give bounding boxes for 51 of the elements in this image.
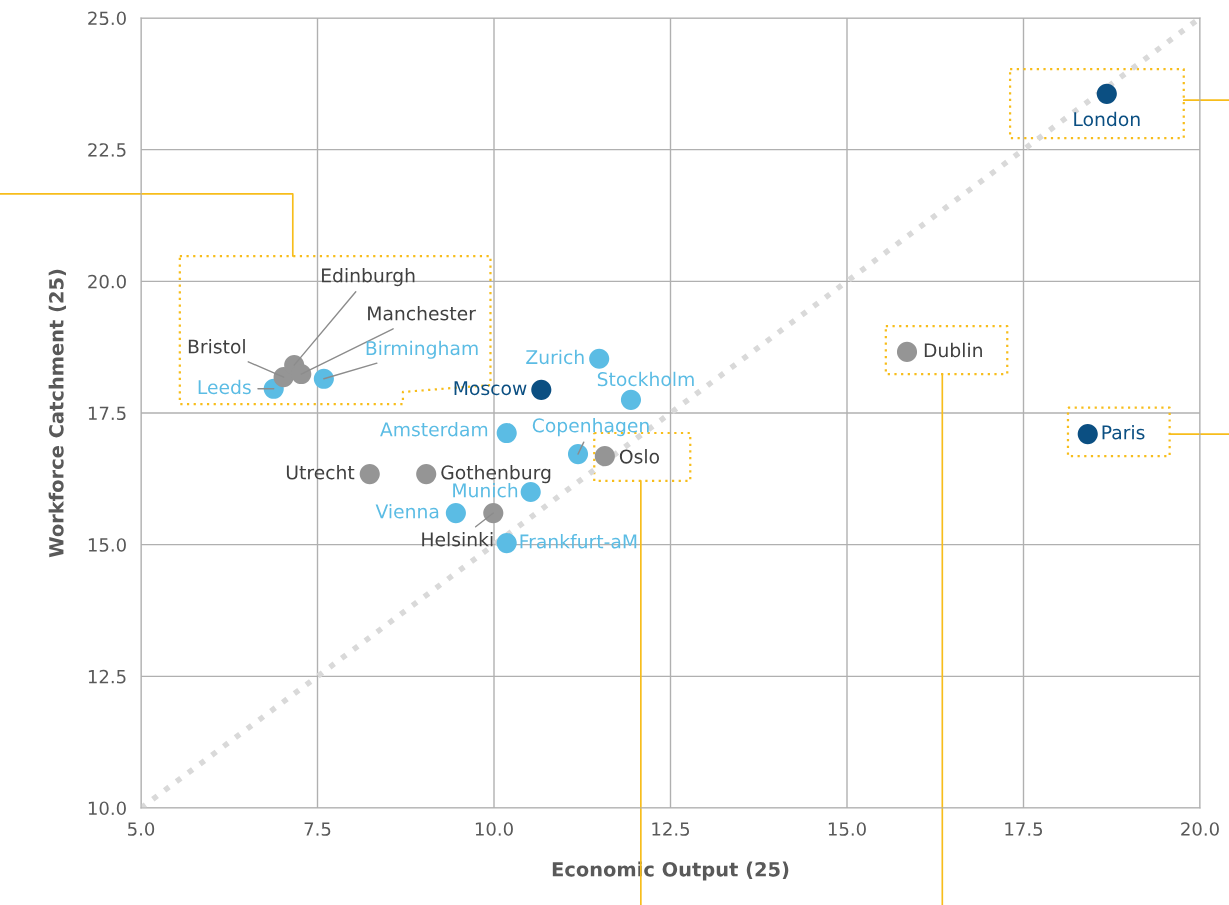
annotation: Dublin bbox=[924, 342, 982, 358]
x-tick-label: 5.0 bbox=[128, 822, 155, 836]
annotation: Gothenburg bbox=[441, 465, 551, 484]
annotation: Frankfurt-aM bbox=[520, 534, 637, 549]
y-tick-label: 22.5 bbox=[88, 143, 126, 157]
annotation: Copenhagen bbox=[532, 418, 649, 437]
x-tick-label: 17.5 bbox=[1005, 822, 1043, 836]
point bbox=[1077, 424, 1098, 445]
point bbox=[567, 444, 589, 465]
y-tick-label: 25.0 bbox=[88, 11, 126, 26]
x-tick-label: 10.0 bbox=[475, 822, 513, 836]
x-tick-label: 15.0 bbox=[828, 822, 866, 836]
point bbox=[359, 464, 380, 485]
x-tick-label: 12.5 bbox=[652, 822, 690, 836]
y-tick-label: 17.5 bbox=[88, 406, 126, 421]
annotation: Paris bbox=[1102, 424, 1145, 440]
y-tick-label: 10.0 bbox=[88, 801, 126, 816]
annotation: Helsinki bbox=[422, 531, 493, 547]
annotation: Zurich bbox=[526, 349, 584, 365]
point bbox=[291, 363, 312, 385]
x-tick-label: 20.0 bbox=[1181, 822, 1219, 836]
annotation: Oslo bbox=[619, 449, 660, 464]
point bbox=[313, 368, 334, 389]
point bbox=[483, 503, 504, 524]
point bbox=[416, 464, 437, 485]
y-tick-label: 15.0 bbox=[88, 538, 126, 552]
annotation: Edinburgh bbox=[322, 268, 415, 287]
x-tick-label: 7.5 bbox=[304, 822, 331, 836]
point bbox=[620, 389, 642, 410]
annotation: Amsterdam bbox=[380, 421, 488, 437]
annotation: Bristol bbox=[188, 339, 245, 354]
annotation: London bbox=[1074, 111, 1140, 127]
annotation: Moscow bbox=[454, 381, 527, 396]
point bbox=[1096, 83, 1117, 104]
y-tick-label: 20.0 bbox=[88, 274, 126, 289]
y-tick-label: 12.5 bbox=[88, 669, 126, 684]
annotation: Leeds bbox=[198, 379, 251, 395]
annotation: Vienna bbox=[375, 503, 439, 519]
annotation: Manchester bbox=[368, 305, 476, 321]
point bbox=[445, 503, 466, 524]
point bbox=[531, 379, 552, 400]
point bbox=[496, 533, 517, 554]
point bbox=[589, 348, 610, 369]
annotation: Utrecht bbox=[286, 465, 355, 480]
annotation: Birmingham bbox=[366, 340, 478, 359]
point bbox=[496, 422, 517, 444]
point bbox=[594, 446, 615, 467]
y-axis-title: Workforce Catchment (25) bbox=[48, 269, 66, 558]
annotation: Stockholm bbox=[597, 371, 694, 387]
annotation: Munich bbox=[453, 482, 518, 498]
point bbox=[896, 341, 918, 362]
